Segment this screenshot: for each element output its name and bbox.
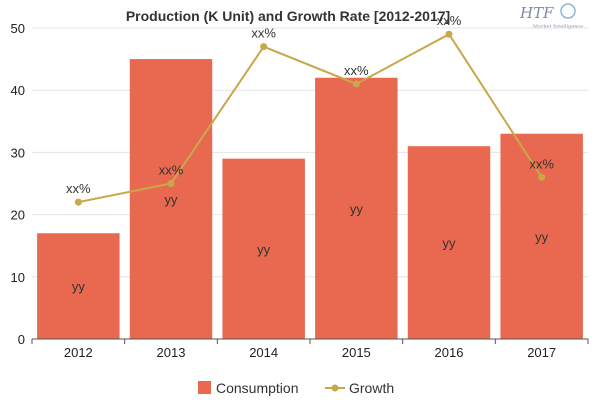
y-axis: 0 10 20 30 40 50 — [11, 21, 25, 347]
bar — [407, 146, 491, 339]
x-tick-label: 2014 — [249, 345, 278, 360]
line-labels: xx% xx% xx% xx% xx% xx% — [66, 13, 554, 196]
globe-icon — [560, 3, 576, 19]
bar-labels: yy yy yy yy yy yy — [72, 192, 549, 294]
bar-data-label: yy — [257, 242, 271, 257]
line-point — [352, 80, 360, 88]
x-axis: 2012 2013 2014 2015 2016 2017 — [31, 338, 589, 360]
x-tick-label: 2016 — [435, 345, 464, 360]
chart-title: Production (K Unit) and Growth Rate [201… — [126, 8, 450, 24]
line-point — [260, 43, 268, 51]
line-data-label: xx% — [437, 13, 462, 28]
line-point — [445, 30, 453, 38]
x-tick-label: 2013 — [157, 345, 186, 360]
legend-label-consumption: Consumption — [216, 380, 299, 396]
bar-data-label: yy — [535, 229, 549, 244]
line-point — [167, 180, 175, 187]
bar — [129, 59, 213, 339]
line-point — [538, 173, 546, 181]
bar — [500, 133, 583, 339]
growth-line — [78, 32, 543, 204]
legend: Consumption Growth — [198, 380, 394, 396]
y-tick-label: 50 — [11, 21, 25, 36]
line-series — [74, 30, 546, 206]
x-tick-label: 2015 — [342, 345, 371, 360]
y-tick-label: 0 — [18, 332, 25, 347]
line-point — [74, 198, 82, 206]
line-data-label: xx% — [529, 156, 554, 171]
legend-label-growth: Growth — [349, 380, 394, 396]
logo: HTF Market Intelligence — [519, 3, 583, 30]
line-data-label: xx% — [251, 26, 276, 41]
bar-data-label: yy — [72, 279, 86, 294]
bar — [315, 77, 398, 339]
x-tick-label: 2017 — [527, 345, 556, 360]
y-tick-label: 40 — [11, 83, 25, 98]
logo-brand: HTF — [519, 4, 554, 22]
line-data-label: xx% — [66, 181, 91, 196]
y-tick-label: 20 — [11, 208, 25, 223]
line-data-label: xx% — [344, 63, 369, 78]
bar-data-label: yy — [443, 236, 457, 251]
line-data-label: xx% — [159, 163, 184, 178]
y-tick-label: 30 — [11, 145, 25, 160]
bar-series — [37, 59, 583, 339]
y-tick-label: 10 — [11, 270, 25, 285]
legend-marker-growth — [331, 384, 339, 392]
bar-data-label: yy — [350, 201, 364, 216]
legend-swatch-consumption — [198, 381, 211, 394]
bar — [37, 233, 120, 339]
logo-tagline: Market Intelligence — [533, 24, 583, 30]
bar — [222, 158, 305, 339]
bar-data-label: yy — [165, 192, 179, 207]
x-tick-label: 2012 — [64, 345, 93, 360]
